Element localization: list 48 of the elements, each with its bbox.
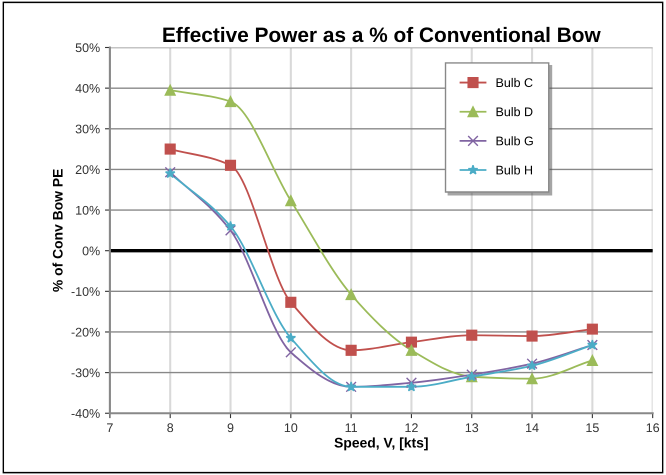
x-tick-label: 12 [405, 423, 418, 432]
legend-label: Bulb G [496, 136, 533, 146]
y-tick-label: 50% [76, 43, 100, 52]
x-axis-title: Speed, V, [kts] [334, 437, 428, 450]
x-tick-label: 15 [586, 423, 599, 432]
legend-label: Bulb C [496, 78, 533, 88]
y-tick-label: 20% [76, 165, 100, 174]
point [406, 381, 417, 392]
point [586, 324, 598, 335]
point [286, 332, 296, 343]
y-tick-label: -40% [72, 409, 100, 418]
point [346, 289, 357, 300]
y-tick-label: 0% [82, 246, 100, 256]
point [406, 344, 417, 356]
point [526, 330, 538, 342]
point [285, 296, 296, 308]
y-axis-title: % of Conv Bow PE [52, 169, 63, 292]
x-tick-label: 8 [167, 423, 174, 432]
x-tick-label: 16 [646, 423, 660, 432]
point [164, 144, 176, 155]
x-tick-label: 9 [228, 423, 234, 432]
point [526, 373, 538, 384]
y-tick-label: 10% [76, 206, 100, 215]
point [224, 224, 236, 236]
y-tick-label: -20% [72, 328, 100, 337]
x-tick-label: 7 [107, 423, 113, 432]
point [406, 336, 417, 348]
point [224, 160, 236, 171]
point [225, 220, 236, 231]
point [164, 84, 176, 96]
point [406, 377, 417, 388]
point [466, 330, 478, 341]
x-tick-label: 10 [284, 423, 298, 432]
y-tick-label: 40% [75, 84, 100, 93]
point [224, 96, 236, 108]
point [346, 344, 357, 356]
x-tick-label: 14 [526, 423, 539, 432]
x-tick-label: 13 [466, 423, 478, 432]
point [285, 195, 296, 206]
y-tick-label: -30% [72, 368, 100, 378]
y-tick-label: -10% [72, 287, 100, 296]
point [285, 346, 296, 358]
chart-title: Effective Power as a % of Conventional Bow [163, 26, 601, 42]
point [586, 354, 598, 366]
legend-label: Bulb D [496, 107, 532, 116]
legend-label: Bulb H [496, 165, 532, 175]
x-tick-label: 11 [346, 423, 358, 432]
y-tick-label: 30% [76, 124, 100, 134]
